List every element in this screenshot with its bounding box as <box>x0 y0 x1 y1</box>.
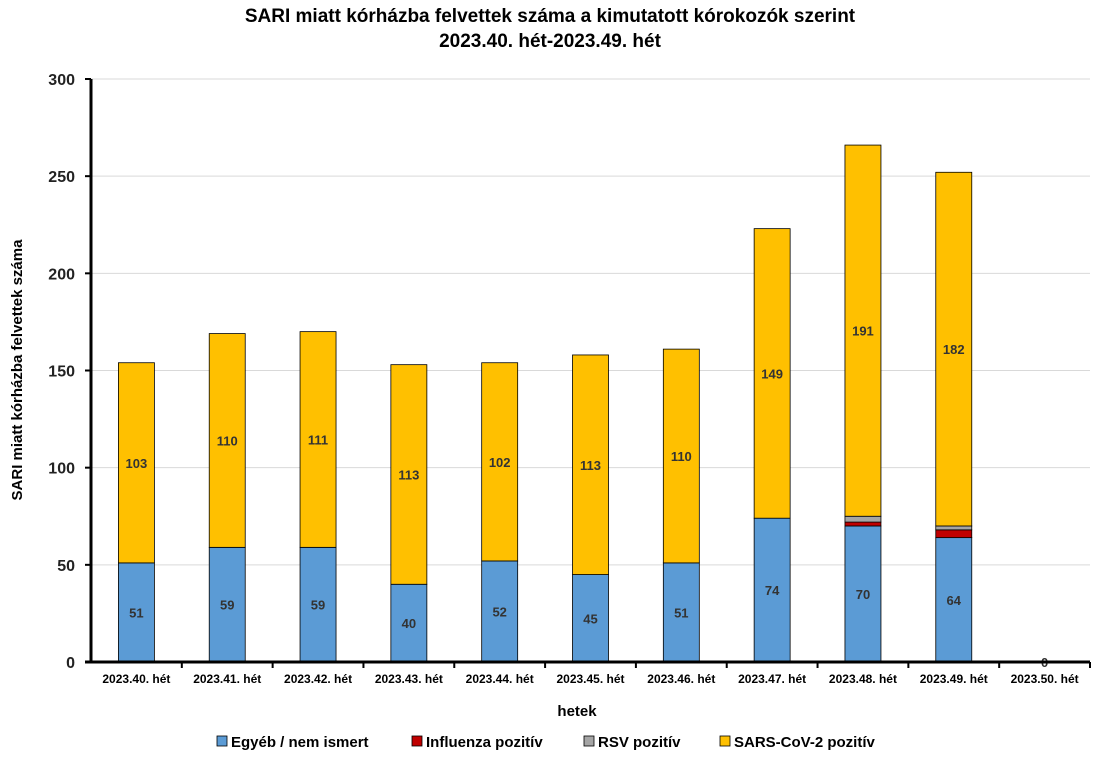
data-label-9-series-1: 70 <box>856 587 870 602</box>
bar-1-series-4 <box>118 362 155 564</box>
legend-swatch-3 <box>583 735 595 747</box>
bar-9-series-4 <box>844 144 882 517</box>
bar-6-series-4 <box>572 354 609 575</box>
chart-title: SARI miatt kórházba felvettek száma a ki… <box>245 6 856 27</box>
x-axis-label: hetek <box>557 703 597 720</box>
bar-4-series-1 <box>390 583 428 663</box>
data-label-10-series-4: 182 <box>943 342 965 357</box>
data-label-6-series-1: 45 <box>583 611 597 626</box>
bar-8-series-4 <box>753 228 791 519</box>
data-labels: 51 103 59 110 59 111 40 113 52 102 45 113 51 110 74 149… <box>126 324 1049 670</box>
bar-10-series-4 <box>935 171 973 527</box>
bar-9-series-3 <box>844 515 882 523</box>
legend-label-4: SARS-CoV-2 pozitív <box>734 734 876 751</box>
legend-label-1: Egyéb / nem ismert <box>231 734 369 751</box>
y-tick-label-50: 50 <box>57 558 75 575</box>
legend-swatch-1 <box>216 735 228 747</box>
data-label-7-series-4: 110 <box>671 449 692 464</box>
x-tick-label-5: 2023.44. hét <box>466 672 534 686</box>
x-tick-label-4: 2023.43. hét <box>375 672 443 686</box>
y-tick-label-150: 150 <box>48 364 75 381</box>
bar-2-series-4 <box>208 333 246 548</box>
data-label-3-series-1: 59 <box>311 598 325 613</box>
y-tick-labels: 0 50 100 150 200 250 300 <box>48 72 75 672</box>
legend-swatch-2 <box>411 735 423 747</box>
bar-10-series-3 <box>935 525 973 531</box>
x-tick-label-6: 2023.45. hét <box>556 672 624 686</box>
data-label-2-series-1: 59 <box>220 598 234 613</box>
y-axis-label: SARI miatt kórházba felvettek száma <box>9 239 26 501</box>
x-tick-label-3: 2023.42. hét <box>284 672 352 686</box>
bar-5-series-4 <box>481 362 519 562</box>
x-tick-label-1: 2023.40. hét <box>102 672 170 686</box>
data-label-2-series-4: 110 <box>217 433 238 448</box>
x-tick-label-9: 2023.48. hét <box>829 672 897 686</box>
bar-4-series-4 <box>390 364 428 585</box>
data-label-1-series-4: 103 <box>126 456 148 471</box>
data-label-8-series-1: 74 <box>765 583 780 598</box>
bars <box>118 144 973 663</box>
bar-9-series-1 <box>844 525 882 663</box>
axes <box>85 78 1091 668</box>
data-label-4-series-1: 40 <box>402 616 416 631</box>
bar-9-series-2 <box>844 521 882 527</box>
data-label-10-series-1: 64 <box>947 593 962 608</box>
legend: Egyéb / nem ismert Influenza pozitív RSV p… <box>216 734 876 751</box>
bar-6-series-1 <box>572 574 609 663</box>
bar-10-series-1 <box>935 537 973 663</box>
bar-8-series-1 <box>753 517 791 663</box>
x-tick-label-2: 2023.41. hét <box>193 672 261 686</box>
legend-label-2: Influenza pozitív <box>426 734 543 751</box>
data-label-1-series-1: 51 <box>129 605 143 620</box>
data-label-5-series-1: 52 <box>492 604 506 619</box>
bar-10-series-2 <box>935 529 973 539</box>
bar-7-series-1 <box>662 562 700 663</box>
x-tick-label-10: 2023.49. hét <box>920 672 988 686</box>
x-tick-label-11: 2023.50. hét <box>1011 672 1079 686</box>
x-tick-label-8: 2023.47. hét <box>738 672 806 686</box>
bar-7-series-4 <box>662 348 700 564</box>
y-tick-label-100: 100 <box>48 461 75 478</box>
y-tick-label-200: 200 <box>48 266 75 283</box>
y-tick-label-250: 250 <box>48 169 75 186</box>
bar-3-series-4 <box>299 331 337 548</box>
y-tick-label-0: 0 <box>66 655 75 672</box>
data-label-3-series-4: 111 <box>308 432 328 447</box>
y-tick-label-300: 300 <box>48 72 75 89</box>
data-label-8-series-4: 149 <box>761 366 783 381</box>
chart-subtitle: 2023.40. hét-2023.49. hét <box>439 31 661 52</box>
x-tick-label-7: 2023.46. hét <box>647 672 715 686</box>
x-tick-labels: 2023.40. hét 2023.41. hét 2023.42. hét 2023… <box>102 672 1078 686</box>
data-label-5-series-4: 102 <box>489 455 511 470</box>
data-label-9-series-4: 191 <box>852 324 874 339</box>
data-label-4-series-4: 113 <box>398 467 419 482</box>
bar-3-series-1 <box>299 546 337 663</box>
legend-swatch-4 <box>719 735 731 747</box>
data-label-6-series-4: 113 <box>580 458 601 473</box>
legend-label-3: RSV pozitív <box>598 734 681 751</box>
data-label-7-series-1: 51 <box>674 605 688 620</box>
bar-2-series-1 <box>208 546 246 663</box>
